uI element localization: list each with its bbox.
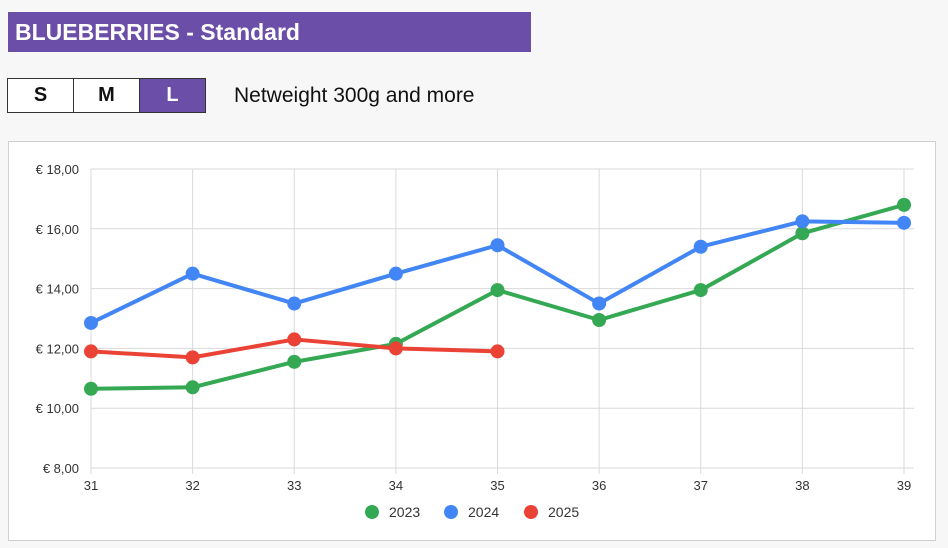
legend-marker-2025 [524, 505, 538, 519]
chart-panel: € 8,00 € 10,00 € 12,00 € 14,00 € 16,00 € 18,0… [8, 141, 936, 541]
y-tick-label: € 10,00 [36, 401, 79, 416]
data-point-2023 [592, 312, 607, 327]
x-tick-label: 35 [490, 478, 504, 493]
x-tick-label: 37 [694, 478, 708, 493]
data-point-2023 [185, 380, 200, 395]
data-point-2023 [287, 354, 302, 369]
data-point-2024 [388, 266, 403, 281]
size-tab-l[interactable]: L [140, 79, 205, 112]
data-point-2024 [693, 239, 708, 254]
data-point-2025 [84, 344, 98, 359]
data-point-2023 [795, 226, 810, 241]
data-point-2024 [185, 266, 200, 281]
data-point-2025 [388, 341, 403, 356]
price-line-chart: € 8,00 € 10,00 € 12,00 € 14,00 € 16,00 € 18,0… [36, 162, 914, 520]
y-tick-label: € 8,00 [43, 461, 79, 476]
x-tick-label: 31 [84, 478, 98, 493]
data-point-2023 [897, 197, 911, 212]
size-tab-m[interactable]: M [74, 79, 140, 112]
data-point-2023 [84, 381, 98, 396]
y-tick-label: € 18,00 [36, 162, 79, 177]
data-point-2024 [795, 214, 810, 229]
data-point-2025 [185, 350, 200, 365]
x-tick-label: 33 [287, 478, 301, 493]
x-tick-label: 38 [795, 478, 809, 493]
y-tick-label: € 12,00 [36, 341, 79, 356]
y-tick-label: € 16,00 [36, 222, 79, 237]
data-point-2024 [592, 296, 607, 311]
weight-description: Netweight 300g and more [234, 84, 475, 107]
legend-label: 2023 [389, 504, 420, 520]
page-title: BLUEBERRIES - Standard [8, 12, 531, 52]
size-tab-s[interactable]: S [8, 79, 74, 112]
size-selector: S M L [7, 78, 206, 113]
x-tick-label: 36 [592, 478, 606, 493]
legend-marker-2023 [365, 505, 379, 519]
data-point-2024 [490, 238, 505, 253]
legend-label: 2024 [468, 504, 499, 520]
data-point-2023 [490, 283, 505, 298]
data-point-2025 [287, 332, 302, 347]
x-tick-label: 32 [185, 478, 199, 493]
data-point-2024 [84, 315, 98, 330]
x-tick-label: 34 [389, 478, 403, 493]
data-point-2024 [897, 215, 911, 230]
data-point-2024 [287, 296, 302, 311]
legend-label: 2025 [548, 504, 579, 520]
legend-marker-2024 [444, 505, 458, 519]
data-point-2025 [490, 344, 505, 359]
x-tick-label: 39 [897, 478, 911, 493]
y-tick-label: € 14,00 [36, 282, 79, 297]
data-point-2023 [693, 283, 708, 298]
